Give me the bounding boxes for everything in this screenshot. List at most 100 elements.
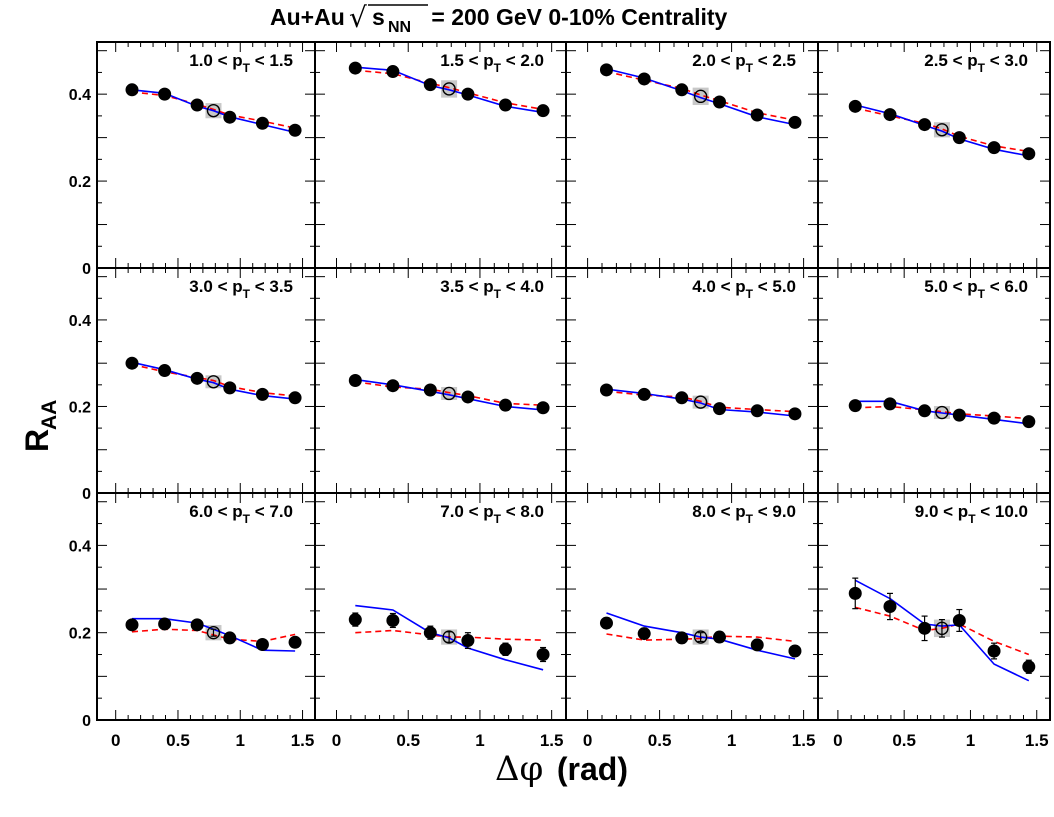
- data-point: [125, 83, 139, 97]
- data-point: [288, 123, 302, 137]
- data-point-open: [693, 395, 708, 409]
- panel-8: 5.0 < pT < 6.0: [817, 267, 1051, 494]
- data-point: [223, 110, 237, 124]
- x-tick-label: 0: [332, 731, 341, 750]
- data-point: [255, 637, 269, 651]
- data-point: [1022, 415, 1036, 429]
- panel-frame: [314, 492, 567, 721]
- data-point: [386, 379, 400, 393]
- data-point: [599, 616, 613, 630]
- data-point: [125, 356, 139, 370]
- y-axis-title-main: R: [19, 429, 55, 452]
- data-point: [498, 642, 512, 656]
- data-point: [125, 618, 139, 632]
- data-point: [536, 401, 550, 415]
- title-prefix: Au+Au: [270, 4, 345, 30]
- data-point-open: [935, 405, 949, 420]
- panel-7: 4.0 < pT < 5.0: [565, 267, 819, 494]
- y-tick-label: 0.2: [69, 626, 91, 643]
- data-point: [675, 83, 689, 97]
- panel-frame: [565, 492, 819, 721]
- series-solid: [606, 388, 796, 417]
- data-point: [158, 364, 172, 378]
- data-point-open: [693, 630, 708, 644]
- panel-6: 3.5 < pT < 4.0: [314, 267, 567, 494]
- x-tick-label: 1: [475, 731, 484, 750]
- data-point: [348, 613, 362, 627]
- data-point: [223, 381, 237, 395]
- panel-4: 2.5 < pT < 3.0: [817, 41, 1051, 269]
- title-s: s: [372, 4, 385, 30]
- panel-label: 3.5 < pT < 4.0: [440, 277, 544, 301]
- data-point: [952, 408, 966, 422]
- series-solid: [355, 66, 544, 114]
- panel-label: 5.0 < pT < 6.0: [924, 277, 1028, 301]
- y-tick-label: 0.4: [69, 87, 91, 104]
- data-point: [952, 131, 966, 145]
- panel-label: 2.5 < pT < 3.0: [924, 51, 1028, 75]
- series-solid: [355, 378, 544, 411]
- data-point: [423, 383, 437, 397]
- y-tick-label: 0.4: [69, 538, 91, 555]
- data-point: [255, 387, 269, 401]
- data-point-open: [206, 625, 221, 640]
- y-tick-label: 0: [82, 713, 91, 730]
- data-point: [386, 65, 400, 79]
- panel-frame: [817, 41, 1051, 269]
- data-point: [288, 635, 302, 649]
- panel-label: 1.0 < pT < 1.5: [189, 51, 293, 75]
- data-point-open: [442, 82, 456, 96]
- data-point: [223, 631, 237, 645]
- data-point: [987, 141, 1001, 155]
- panel-label: 2.0 < pT < 2.5: [692, 51, 796, 75]
- x-tick-label: 1.5: [291, 731, 315, 750]
- x-tick-label: 1: [966, 731, 975, 750]
- data-point: [158, 87, 172, 101]
- x-tick-label: 1: [727, 731, 736, 750]
- data-point: [461, 390, 475, 404]
- panel-label: 3.0 < pT < 3.5: [189, 277, 293, 301]
- data-point-open: [442, 630, 456, 644]
- data-point: [883, 397, 897, 411]
- x-tick-label: 1.5: [792, 731, 816, 750]
- x-tick-label: 0.5: [648, 731, 672, 750]
- panel-frame: [314, 41, 567, 269]
- y-axis-title-sub: AA: [38, 400, 61, 430]
- data-point: [498, 98, 512, 112]
- y-axis-title: R AA: [19, 400, 61, 452]
- data-point: [498, 398, 512, 412]
- panel-label: 7.0 < pT < 8.0: [440, 502, 544, 526]
- x-tick-label: 0.5: [396, 731, 420, 750]
- data-point: [190, 98, 204, 112]
- data-point: [423, 78, 437, 92]
- data-point: [1022, 147, 1036, 161]
- data-point: [987, 411, 1001, 425]
- data-point: [788, 115, 802, 129]
- data-point: [637, 627, 651, 641]
- panel-frame: [817, 267, 1051, 494]
- data-point: [713, 630, 727, 644]
- data-point: [637, 72, 651, 86]
- data-point: [190, 371, 204, 385]
- series-dashed: [131, 363, 296, 397]
- x-tick-label: 0.5: [166, 731, 190, 750]
- panel-11: 0 0.5 1 1.5 8.0 < pT < 9.0: [565, 492, 819, 750]
- panel-label: 9.0 < pT < 10.0: [915, 502, 1028, 526]
- panel-label: 8.0 < pT < 9.0: [692, 502, 796, 526]
- data-point: [883, 600, 897, 613]
- data-point: [848, 399, 862, 413]
- x-axis-title-symbol: Δφ: [495, 749, 543, 789]
- title-sqrt: √: [349, 1, 367, 34]
- panel-9: 0 0.2 0.4 0 0.5 1 1.5 6.0 < pT < 7.0: [69, 492, 316, 750]
- x-tick-label: 0: [833, 731, 842, 750]
- x-tick-label: 0.5: [892, 731, 916, 750]
- data-point: [750, 108, 764, 122]
- panel-1: 0 0.2 0.4 1.0 < pT < 1.5: [69, 41, 316, 278]
- data-point: [883, 108, 897, 122]
- data-point-open: [935, 621, 949, 636]
- data-point: [918, 621, 932, 635]
- data-point-open: [206, 375, 221, 389]
- x-tick-label: 1: [236, 731, 245, 750]
- series-solid: [855, 400, 1029, 425]
